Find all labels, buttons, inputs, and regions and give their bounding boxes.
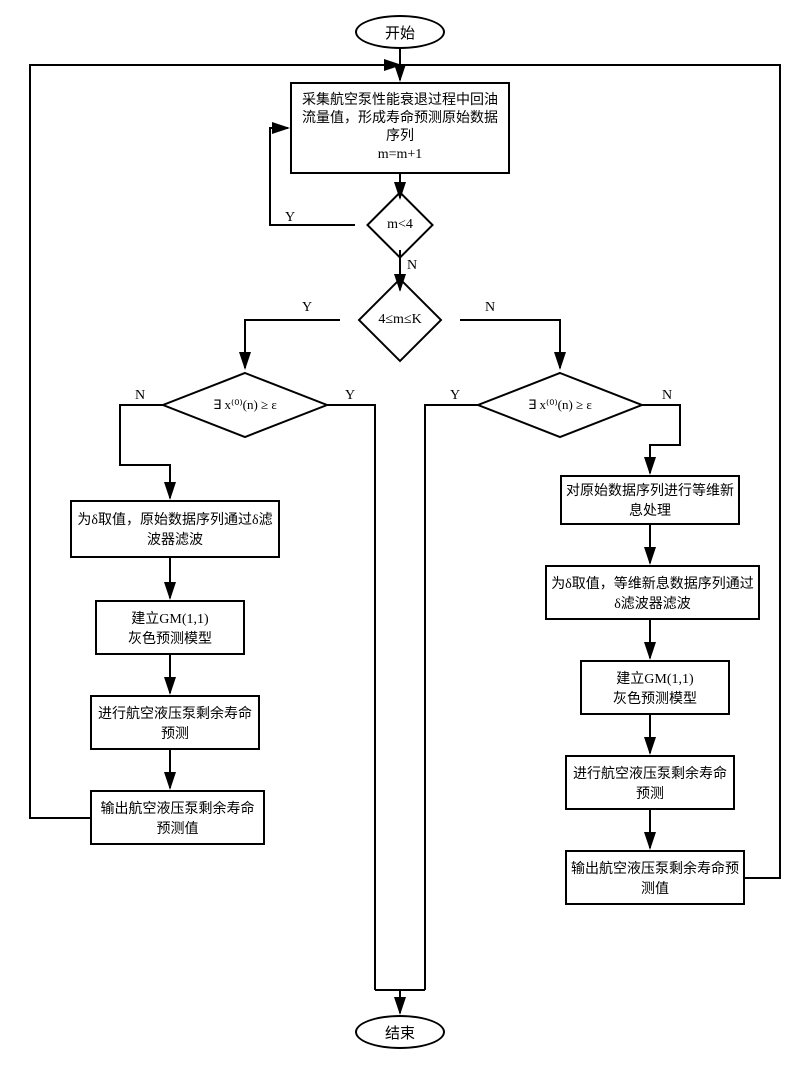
left-predict-text: 进行航空液压泵剩余寿命预测 [96,703,254,743]
right-delta-process: 为δ取值，等维新息数据序列通过δ滤波器滤波 [545,565,760,620]
decision-left-eps: ∃ x⁽⁰⁾(n) ≥ ε [160,370,330,440]
d3r-n-label: N [662,388,672,404]
decision-right-eps: ∃ x⁽⁰⁾(n) ≥ ε [475,370,645,440]
d1-text: m<4 [387,217,413,233]
d3r-y-label: Y [450,388,460,404]
left-predict-process: 进行航空液压泵剩余寿命预测 [90,695,260,750]
collect-process: 采集航空泵性能衰退过程中回油流量值，形成寿命预测原始数据序列 m=m+1 [290,82,510,174]
d1-n-label: N [407,258,417,274]
right-delta-text: 为δ取值，等维新息数据序列通过δ滤波器滤波 [551,573,754,613]
decision-m4: m<4 [355,200,445,250]
d2-n-label: N [485,300,495,316]
d2-text: 4≤m≤K [378,312,421,328]
end-terminal: 结束 [355,1015,445,1049]
d3l-y-label: Y [345,388,355,404]
right-equaldim-process: 对原始数据序列进行等维新息处理 [560,475,740,525]
d2-y-label: Y [302,300,312,316]
left-output-process: 输出航空液压泵剩余寿命预测值 [90,790,265,845]
d1-y-label: Y [285,210,295,226]
left-gm-process: 建立GM(1,1) 灰色预测模型 [95,600,245,655]
collect-text: 采集航空泵性能衰退过程中回油流量值，形成寿命预测原始数据序列 m=m+1 [296,92,504,165]
d3l-n-label: N [135,388,145,404]
right-output-process: 输出航空液压泵剩余寿命预测值 [565,850,745,905]
right-output-text: 输出航空液压泵剩余寿命预测值 [571,858,739,898]
start-label: 开始 [385,22,415,43]
left-gm-text: 建立GM(1,1) 灰色预测模型 [128,608,212,648]
end-label: 结束 [385,1022,415,1043]
d3l-text: ∃ x⁽⁰⁾(n) ≥ ε [213,397,277,413]
left-delta-process: 为δ取值，原始数据序列通过δ滤波器滤波 [70,500,280,558]
left-output-text: 输出航空液压泵剩余寿命预测值 [96,798,259,838]
start-terminal: 开始 [355,15,445,49]
left-delta-text: 为δ取值，原始数据序列通过δ滤波器滤波 [76,509,274,549]
right-predict-text: 进行航空液压泵剩余寿命预测 [571,763,729,803]
d3r-text: ∃ x⁽⁰⁾(n) ≥ ε [528,397,592,413]
right-predict-process: 进行航空液压泵剩余寿命预测 [565,755,735,810]
right-equaldim-text: 对原始数据序列进行等维新息处理 [566,480,734,520]
right-gm-process: 建立GM(1,1) 灰色预测模型 [580,660,730,715]
decision-mk: 4≤m≤K [340,292,460,348]
right-gm-text: 建立GM(1,1) 灰色预测模型 [613,668,697,708]
